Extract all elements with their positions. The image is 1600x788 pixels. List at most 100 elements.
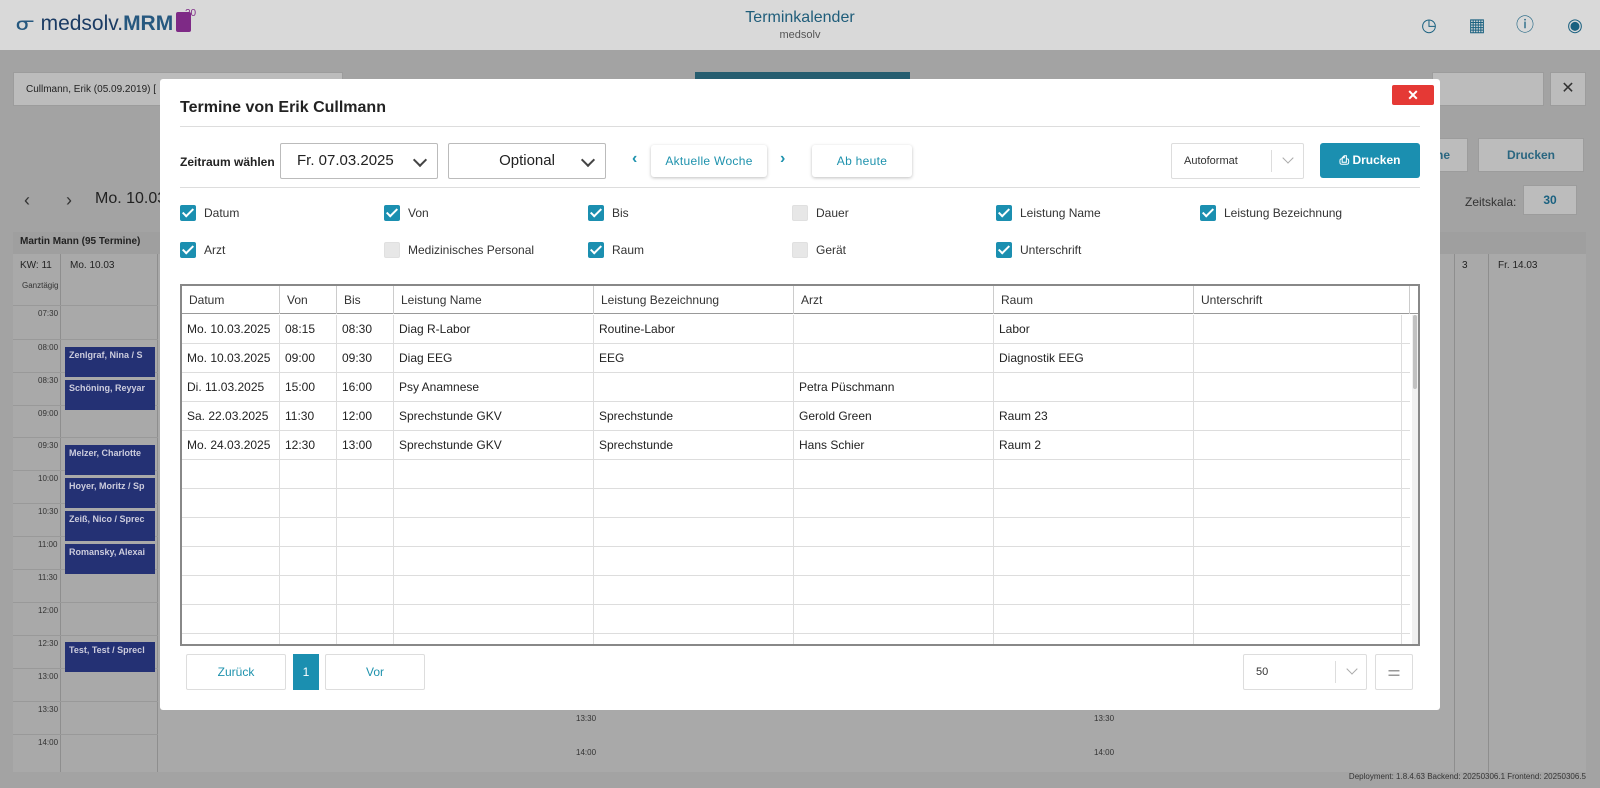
clear-button[interactable]: ✕ [1550, 72, 1586, 106]
checkbox-unchecked-icon[interactable] [792, 205, 808, 221]
checkbox-checked-icon[interactable] [384, 205, 400, 221]
table-cell [1194, 460, 1402, 489]
chevron-down-icon [412, 152, 428, 168]
column-header[interactable]: Bis [337, 286, 394, 314]
page-size-select[interactable]: 50 [1243, 654, 1367, 690]
checkbox-label: Unterschrift [1020, 243, 1082, 257]
next-day-icon[interactable]: › [66, 190, 72, 210]
table-cell [182, 547, 280, 576]
column-header[interactable]: Unterschrift [1194, 286, 1410, 314]
table-cell [594, 373, 794, 402]
appointment-block[interactable]: Melzer, Charlotte [65, 445, 155, 475]
grid-line [157, 254, 158, 772]
checkbox-checked-icon[interactable] [1200, 205, 1216, 221]
select-separator [1335, 661, 1336, 683]
table-cell: 08:15 [280, 315, 337, 344]
time-label: 13:30 [1094, 714, 1115, 723]
close-button[interactable]: ✕ [1392, 85, 1434, 105]
column-header[interactable]: Arzt [794, 286, 994, 314]
current-week-button[interactable]: Aktuelle Woche [651, 145, 767, 177]
table-cell [1194, 315, 1402, 344]
table-cell [594, 576, 794, 605]
clock-icon[interactable]: ◷ [1421, 15, 1437, 35]
time-label: 08:00 [38, 343, 59, 352]
table-cell [994, 547, 1194, 576]
zeitskala-label: Zeitskala: [1465, 195, 1517, 209]
table-cell [794, 634, 994, 644]
vertical-scrollbar[interactable] [1412, 315, 1418, 644]
filter-select[interactable] [1432, 72, 1544, 106]
time-label: 14:00 [576, 748, 597, 757]
checkbox-checked-icon[interactable] [588, 205, 604, 221]
optional-select[interactable]: Optional [448, 143, 606, 179]
checkbox-checked-icon[interactable] [588, 242, 604, 258]
pagination-page-1[interactable]: 1 [293, 654, 319, 690]
user-avatar-icon[interactable]: ◉ [1567, 15, 1583, 35]
appointment-block[interactable]: Schöning, Reyyar [65, 380, 155, 410]
table-cell [594, 634, 794, 644]
table-cell: Sprechstunde GKV [394, 431, 594, 460]
table-row[interactable]: Mo. 10.03.2025 08:15 08:30 Diag R-Labor Rout… [182, 315, 1410, 344]
print-button[interactable]: ⎙ Drucken [1320, 143, 1420, 178]
date-select[interactable]: Fr. 07.03.2025 [280, 143, 438, 179]
table-cell: Petra Püschmann [794, 373, 994, 402]
checkbox-checked-icon[interactable] [996, 205, 1012, 221]
column-header[interactable]: Datum [182, 286, 280, 314]
appointment-block[interactable]: Test, Test / Sprecl [65, 642, 155, 672]
table-cell [1194, 576, 1402, 605]
table-cell [337, 576, 394, 605]
column-header[interactable]: Raum [994, 286, 1194, 314]
column-header[interactable]: Von [280, 286, 337, 314]
table-row[interactable]: Mo. 10.03.2025 09:00 09:30 Diag EEG EEG Diagn… [182, 344, 1410, 373]
checkbox-checked-icon[interactable] [180, 242, 196, 258]
pagination-next-button[interactable]: Vor [325, 654, 425, 690]
checkbox-unchecked-icon[interactable] [384, 242, 400, 258]
time-label: 10:30 [38, 507, 59, 516]
appointment-block[interactable]: Hoyer, Moritz / Sp [65, 478, 155, 508]
pagination-back-button[interactable]: Zurück [186, 654, 286, 690]
select-separator [1271, 150, 1272, 172]
app-logo[interactable]: ᓂ medsolv.MRM [16, 10, 174, 35]
table-cell [394, 489, 594, 518]
divider [180, 126, 1420, 127]
table-row[interactable]: Di. 11.03.2025 15:00 16:00 Psy Anamnese Petr… [182, 373, 1410, 402]
scrollbar-thumb[interactable] [1413, 315, 1417, 389]
table-cell [794, 315, 994, 344]
table-row[interactable]: Mo. 24.03.2025 12:30 13:00 Sprechstunde GKV… [182, 431, 1410, 460]
app-title: Terminkalender [745, 9, 855, 26]
prev-day-icon[interactable]: ‹ [24, 190, 30, 210]
prev-week-icon[interactable]: ‹ [632, 150, 638, 167]
checkbox-checked-icon[interactable] [996, 242, 1012, 258]
column-header[interactable]: Leistung Bezeichnung [594, 286, 794, 314]
appointment-block[interactable]: Zeiß, Nico / Sprec [65, 511, 155, 541]
table-cell [794, 460, 994, 489]
background-print-button[interactable]: Drucken [1478, 138, 1584, 172]
table-cell [994, 373, 1194, 402]
table-row[interactable]: Sa. 22.03.2025 11:30 12:00 Sprechstunde GKV… [182, 402, 1410, 431]
checkbox-checked-icon[interactable] [180, 205, 196, 221]
table-cell: Sa. 22.03.2025 [182, 402, 280, 431]
checkbox-label: Datum [204, 206, 240, 220]
column-settings-icon[interactable]: ⚌ [1375, 654, 1413, 690]
week-number: KW: 11 [20, 260, 52, 271]
zeitskala-select[interactable]: 30 [1523, 185, 1577, 215]
table-row [182, 518, 1410, 547]
autoformat-select[interactable]: Autoformat [1171, 143, 1304, 179]
table-cell [394, 460, 594, 489]
appointment-block[interactable]: Zenlgraf, Nina / S [65, 347, 155, 377]
grid-menu-icon[interactable]: ▦ [1468, 15, 1486, 35]
from-today-button[interactable]: Ab heute [812, 145, 912, 177]
table-cell [1194, 402, 1402, 431]
help-icon[interactable]: ⓘ [1516, 15, 1534, 35]
optional-select-value: Optional [499, 152, 555, 169]
checkbox-unchecked-icon[interactable] [792, 242, 808, 258]
column-header[interactable]: Leistung Name [394, 286, 594, 314]
time-label: 13:30 [38, 705, 59, 714]
time-label: 08:30 [38, 376, 59, 385]
print-label: Drucken [1352, 153, 1401, 167]
table-cell: 16:00 [337, 373, 394, 402]
appointment-block[interactable]: Romansky, Alexai [65, 544, 155, 574]
table-row [182, 634, 1410, 644]
next-week-icon[interactable]: › [780, 150, 786, 167]
table-cell: Sprechstunde [594, 431, 794, 460]
